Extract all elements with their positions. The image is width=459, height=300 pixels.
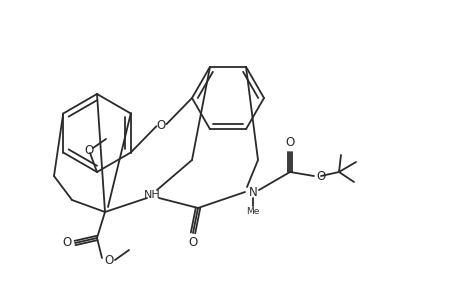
Text: O: O bbox=[188, 236, 197, 248]
Text: O: O bbox=[285, 136, 294, 149]
Text: O: O bbox=[84, 143, 94, 157]
Text: O: O bbox=[157, 119, 166, 132]
Text: O: O bbox=[104, 254, 113, 266]
Text: N: N bbox=[248, 185, 257, 199]
Text: O: O bbox=[62, 236, 72, 250]
Text: NH: NH bbox=[143, 190, 160, 200]
Text: Me: Me bbox=[246, 208, 259, 217]
Text: O: O bbox=[316, 169, 325, 182]
